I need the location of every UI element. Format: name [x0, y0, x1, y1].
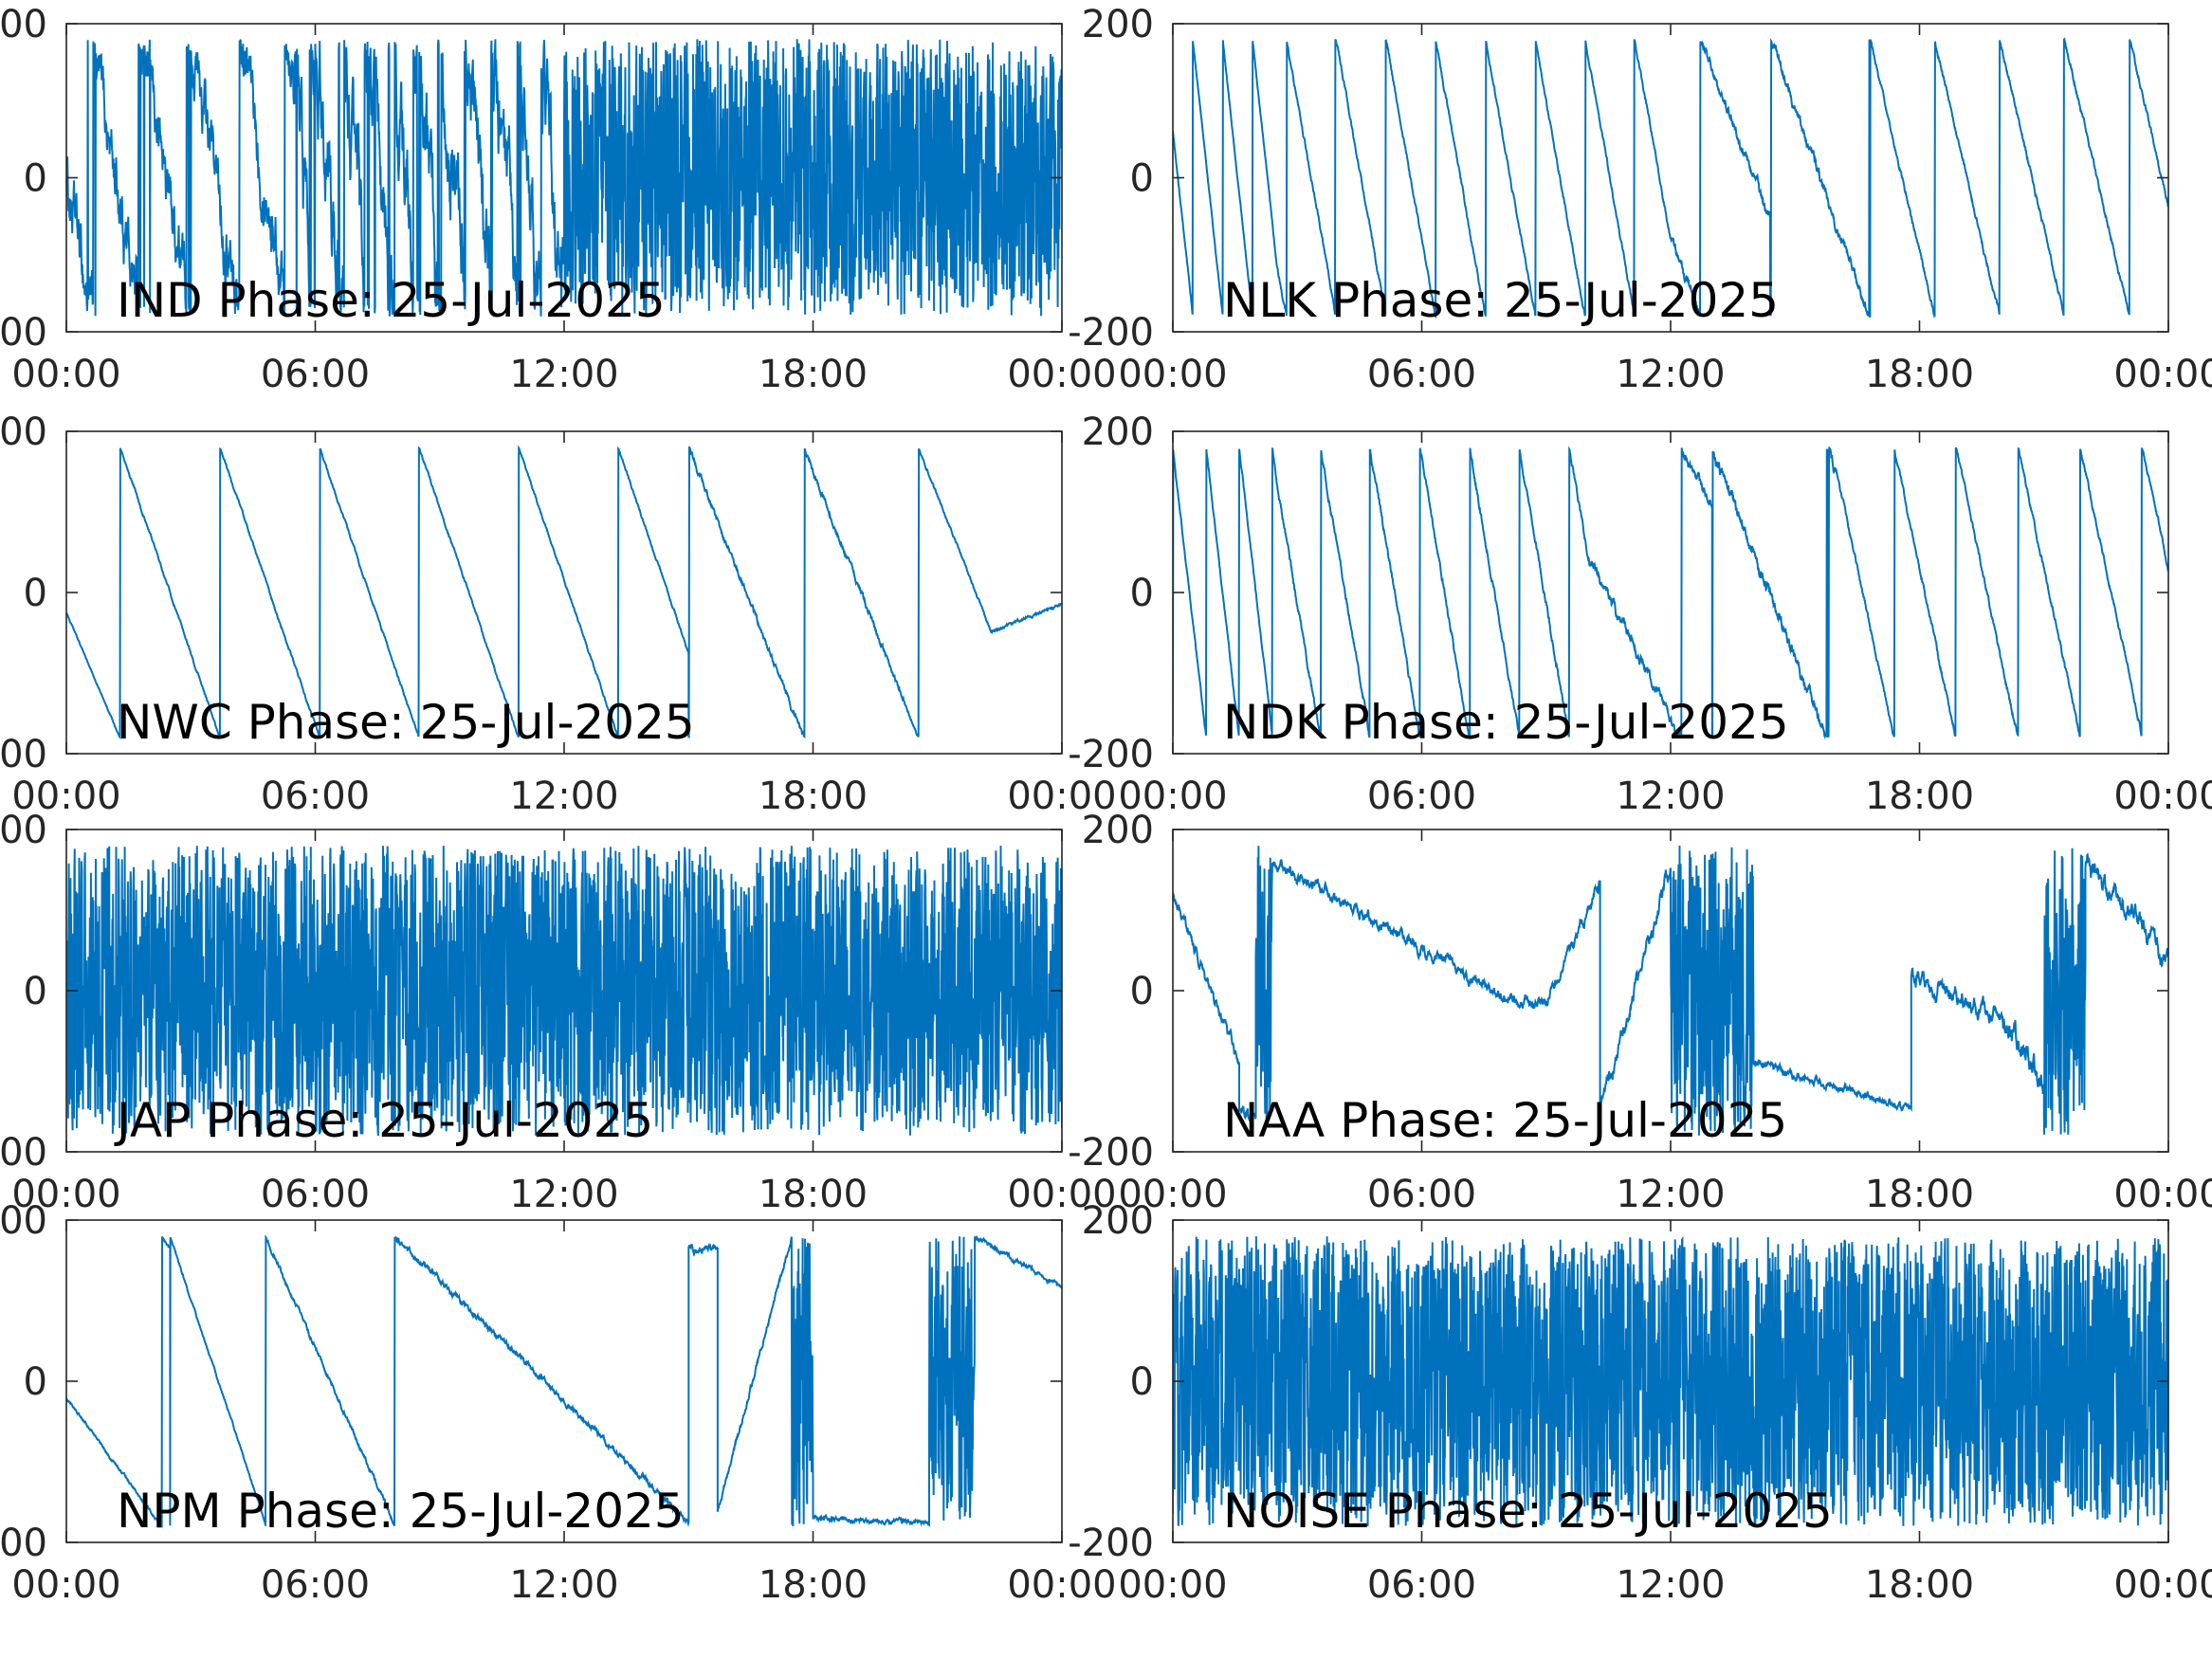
x-tick-label: 00:00	[2113, 1563, 2212, 1607]
y-tick-label: -200	[1068, 1131, 1154, 1175]
x-tick-label: 18:00	[759, 1173, 868, 1216]
panel-title: NWC Phase: 25-Jul-2025	[117, 695, 695, 750]
x-tick-label: 00:00	[2113, 1173, 2212, 1216]
x-tick-label: 12:00	[1616, 353, 1725, 396]
x-tick-label: 12:00	[509, 775, 618, 818]
panel-title: NLK Phase: 25-Jul-2025	[1223, 273, 1779, 328]
panel-title: NAA Phase: 25-Jul-2025	[1223, 1093, 1787, 1148]
x-tick-label: 18:00	[1865, 353, 1974, 396]
panel-title: NDK Phase: 25-Jul-2025	[1223, 695, 1789, 750]
x-tick-label: 12:00	[1616, 775, 1725, 818]
x-tick-label: 06:00	[1367, 353, 1476, 396]
x-tick-label: 06:00	[1367, 1563, 1476, 1607]
x-tick-label: 12:00	[509, 1173, 618, 1216]
y-tick-label: 0	[24, 1360, 47, 1404]
x-tick-label: 06:00	[261, 775, 370, 818]
y-tick-label: 200	[1082, 410, 1154, 454]
y-tick-label: -200	[0, 1131, 47, 1175]
y-tick-label: -200	[0, 1522, 47, 1565]
y-tick-label: -200	[1068, 733, 1154, 776]
x-tick-label: 18:00	[1865, 1563, 1974, 1607]
phase-series-line	[1173, 1236, 2168, 1526]
x-tick-label: 06:00	[1367, 1173, 1476, 1216]
x-tick-label: 06:00	[261, 1563, 370, 1607]
x-tick-label: 18:00	[759, 1563, 868, 1607]
y-tick-label: 200	[0, 809, 47, 852]
y-tick-label: 200	[1082, 1199, 1154, 1243]
x-tick-label: 00:00	[1118, 353, 1227, 396]
x-tick-label: 12:00	[509, 353, 618, 396]
y-tick-label: 0	[1130, 157, 1154, 201]
x-tick-label: 12:00	[1616, 1563, 1725, 1607]
x-tick-label: 00:00	[11, 353, 120, 396]
y-tick-label: 200	[0, 3, 47, 46]
y-tick-label: -200	[0, 311, 47, 355]
y-tick-label: 200	[1082, 809, 1154, 852]
x-tick-label: 06:00	[261, 353, 370, 396]
x-tick-label: 00:00	[1118, 1563, 1227, 1607]
phase-series-line	[1173, 446, 2168, 740]
y-tick-label: 0	[1130, 1360, 1154, 1404]
x-tick-label: 00:00	[1007, 775, 1116, 818]
x-tick-label: 00:00	[1007, 1563, 1116, 1607]
x-tick-label: 12:00	[509, 1563, 618, 1607]
y-tick-label: -200	[1068, 1522, 1154, 1565]
x-tick-label: 00:00	[1118, 1173, 1227, 1216]
x-tick-label: 00:00	[2113, 353, 2212, 396]
x-tick-label: 00:00	[1007, 1173, 1116, 1216]
y-tick-label: -200	[0, 733, 47, 776]
y-tick-label: 0	[24, 572, 47, 615]
y-tick-label: 0	[1130, 970, 1154, 1013]
panel-title: JAP Phase: 25-Jul-2025	[114, 1093, 653, 1148]
y-tick-label: 200	[1082, 3, 1154, 46]
y-tick-label: 0	[24, 970, 47, 1013]
x-tick-label: 00:00	[2113, 775, 2212, 818]
x-tick-label: 00:00	[11, 775, 120, 818]
x-tick-label: 06:00	[261, 1173, 370, 1216]
y-tick-label: 0	[24, 157, 47, 201]
y-tick-label: 0	[1130, 572, 1154, 615]
phase-series-line	[66, 846, 1062, 1137]
x-tick-label: 06:00	[1367, 775, 1476, 818]
x-tick-label: 00:00	[1007, 353, 1116, 396]
x-tick-label: 00:00	[1118, 775, 1227, 818]
x-tick-label: 12:00	[1616, 1173, 1725, 1216]
x-tick-label: 18:00	[1865, 775, 1974, 818]
phase-series-line	[1173, 37, 2168, 319]
panel-title: NPM Phase: 25-Jul-2025	[117, 1484, 685, 1539]
panel-title: IND Phase: 25-Jul-2025	[117, 273, 666, 328]
x-tick-label: 18:00	[1865, 1173, 1974, 1216]
y-tick-label: -200	[1068, 311, 1154, 355]
y-tick-label: 200	[0, 1199, 47, 1243]
y-tick-label: 200	[0, 410, 47, 454]
x-tick-label: 18:00	[759, 775, 868, 818]
phase-series-line	[1173, 845, 2168, 1136]
x-tick-label: 00:00	[11, 1173, 120, 1216]
phase-series-line	[66, 38, 1062, 317]
x-tick-label: 00:00	[11, 1563, 120, 1607]
x-tick-label: 18:00	[759, 353, 868, 396]
panel-title: NOISE Phase: 25-Jul-2025	[1223, 1484, 1833, 1539]
phase-series-line	[66, 445, 1062, 740]
phase-series-line	[66, 1234, 1062, 1528]
